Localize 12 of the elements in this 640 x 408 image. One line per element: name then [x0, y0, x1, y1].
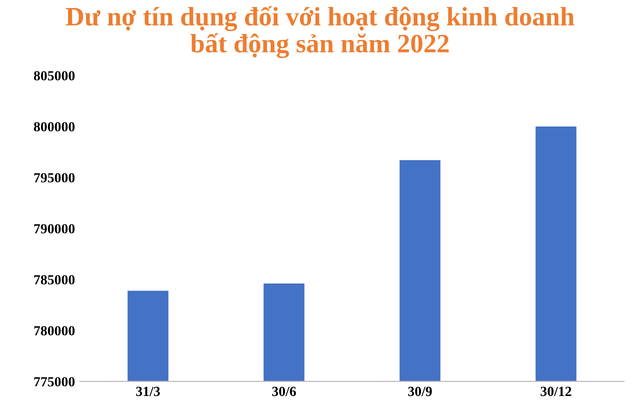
x-tick-label: 30/6 [272, 386, 296, 396]
y-tick-label: 790000 [34, 224, 75, 234]
y-tick-label: 805000 [34, 71, 75, 80]
chart-title: Dư nợ tín dụng đối với hoạt động kinh doanh bất động sản năm 2022 [66, 6, 574, 58]
y-tick-label: 800000 [34, 122, 75, 132]
y-tick-label: 775000 [34, 377, 75, 386]
y-tick-label: 780000 [34, 326, 75, 336]
y-tick-label: 785000 [34, 275, 75, 284]
y-tick-label: 795000 [34, 173, 75, 182]
x-tick-label: 30/12 [540, 386, 572, 396]
x-tick-label: 31/3 [136, 386, 160, 396]
x-tick-label: 30/9 [408, 386, 432, 396]
